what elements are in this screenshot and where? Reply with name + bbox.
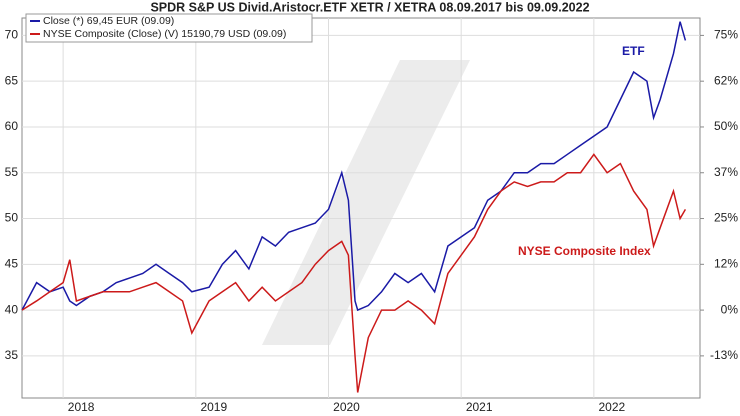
y2-tick-label: 75% [714,28,738,42]
y-tick-label: 35 [5,348,19,362]
chart-title: SPDR S&P US Divid.Aristocr.ETF XETR / XE… [150,0,589,14]
series-line [21,21,687,312]
y2-tick-label: 12% [714,256,738,270]
x-tick-label: 2019 [200,400,227,414]
y-tick-label: 55 [5,165,19,179]
x-tick-label: 2018 [68,400,95,414]
y-tick-label: 45 [5,256,19,270]
y2-tick-label: 25% [714,211,738,225]
x-tick-label: 2021 [466,400,493,414]
y-tick-label: 65 [5,73,19,87]
legend-label: NYSE Composite (Close) (V) 15190,79 USD … [43,28,286,40]
watermark [262,60,470,345]
y2-tick-label: 0% [721,302,739,316]
y-tick-label: 40 [5,302,19,316]
series-line [21,153,687,393]
y-tick-label: 50 [5,211,19,225]
x-tick-label: 2020 [333,400,360,414]
x-tick-label: 2022 [599,400,626,414]
y-tick-label: 60 [5,119,19,133]
annotation: NYSE Composite Index [518,244,651,258]
y2-tick-label: 50% [714,119,738,133]
y-tick-label: 70 [5,28,19,42]
y2-tick-label: 62% [714,73,738,87]
annotation: ETF [622,44,645,58]
legend-box [25,13,313,43]
y2-tick-label: -13% [710,348,738,362]
y2-tick-label: 37% [714,165,738,179]
legend-label: Close (*) 69,45 EUR (09.09) [43,15,174,27]
